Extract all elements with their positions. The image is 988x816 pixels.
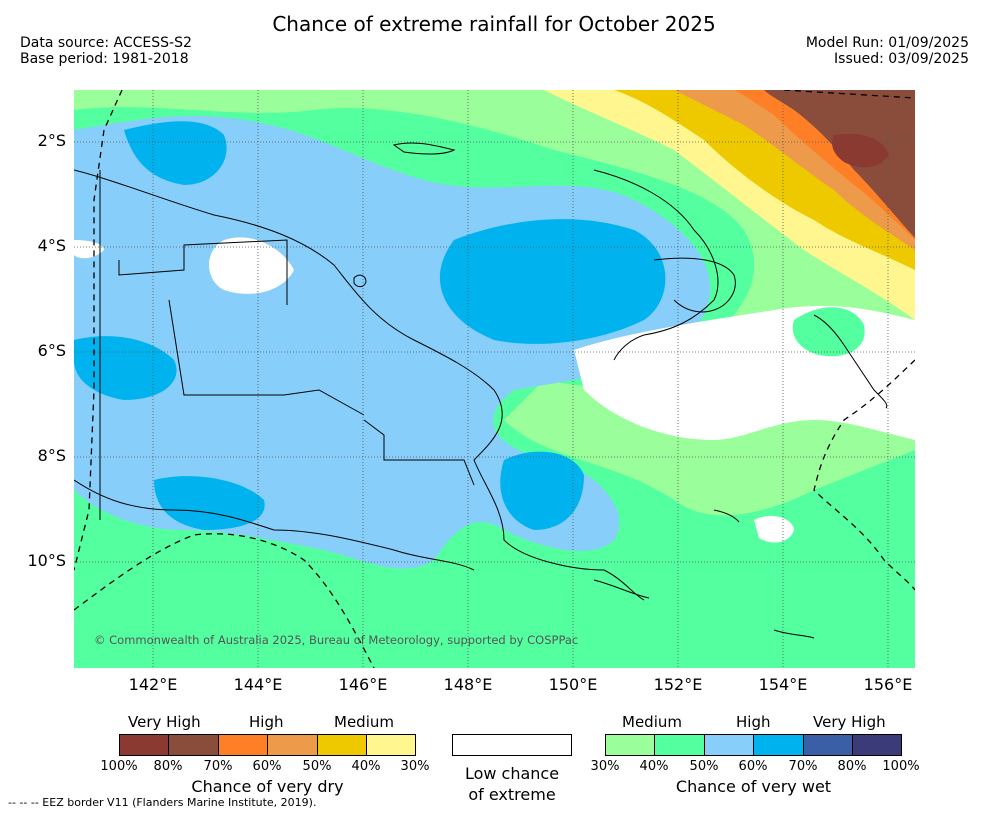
dry-swatch-2	[168, 734, 219, 756]
wet-swatch-5	[803, 734, 853, 756]
meta-right: Model Run: 01/09/2025 Issued: 03/09/2025	[806, 35, 969, 67]
wet-caption: Chance of very wet	[675, 777, 832, 796]
wet-tick-60: 60%	[738, 759, 768, 774]
lon-label-142e: 142°E	[128, 675, 178, 694]
dry-tick-50: 50%	[302, 759, 332, 774]
wet-tick-80: 80%	[837, 759, 867, 774]
map-title: Chance of extreme rainfall for October 2…	[272, 12, 716, 36]
lat-label-6s: 6°S	[37, 341, 66, 360]
region-low-chance-c	[74, 240, 104, 259]
dry-level-high: High	[249, 713, 284, 731]
dry-tick-60: 60%	[252, 759, 282, 774]
wet-tick-100: 100%	[882, 759, 920, 774]
dry-swatch-1	[119, 734, 169, 756]
lon-label-156e: 156°E	[863, 675, 913, 694]
wet-swatch-6	[852, 734, 902, 756]
low-chance-caption-line1: Low chance	[464, 764, 560, 783]
wet-tick-50: 50%	[689, 759, 719, 774]
region-low-chance-d	[754, 515, 794, 543]
wet-level-very-high: Very High	[813, 713, 886, 731]
eez-footnote: -- -- -- EEZ border V11 (Flanders Marine…	[8, 796, 317, 809]
dry-tick-70: 70%	[203, 759, 233, 774]
lat-label-2s: 2°S	[37, 131, 66, 150]
wet-swatch-2	[654, 734, 705, 756]
wet-tick-40: 40%	[639, 759, 669, 774]
lon-label-154e: 154°E	[758, 675, 808, 694]
meta-left: Data source: ACCESS-S2 Base period: 1981…	[20, 35, 192, 67]
region-wet-bougainville	[792, 307, 865, 357]
dry-swatch-3	[218, 734, 268, 756]
eez-borders	[74, 90, 915, 668]
dry-tick-40: 40%	[351, 759, 381, 774]
lon-label-150e: 150°E	[548, 675, 598, 694]
region-60-70-wet-b	[439, 219, 666, 344]
wet-level-high: High	[736, 713, 771, 731]
lon-label-144e: 144°E	[233, 675, 283, 694]
forecast-map	[74, 90, 915, 668]
dry-tick-30: 30%	[400, 759, 430, 774]
coastlines	[74, 142, 888, 639]
wet-swatch-4	[753, 734, 804, 756]
dry-colorbar	[119, 734, 416, 756]
dry-tick-100: 100%	[100, 759, 138, 774]
dry-swatch-5	[317, 734, 367, 756]
lon-label-152e: 152°E	[653, 675, 703, 694]
region-60-70-wet-a	[124, 121, 227, 185]
lon-label-146e: 146°E	[338, 675, 388, 694]
low-chance-caption: Low chance of extreme	[432, 763, 592, 805]
dry-level-very-high: Very High	[128, 713, 201, 731]
lat-label-4s: 4°S	[37, 236, 66, 255]
wet-swatch-3	[704, 734, 754, 756]
wet-level-medium: Medium	[622, 713, 682, 731]
base-period: Base period: 1981-2018	[20, 51, 189, 67]
region-dry-80-100	[764, 90, 915, 238]
wet-tick-30: 30%	[590, 759, 620, 774]
region-60-70-wet-e	[500, 451, 584, 530]
lat-label-10s: 10°S	[27, 551, 66, 570]
low-chance-swatch	[452, 734, 572, 756]
dry-swatch-6	[366, 734, 416, 756]
borders	[99, 170, 475, 520]
lat-label-8s: 8°S	[37, 446, 66, 465]
dry-swatch-4	[267, 734, 318, 756]
region-dry-very-high-core	[832, 133, 889, 168]
dry-level-medium: Medium	[334, 713, 394, 731]
gridlines	[74, 90, 915, 668]
data-source: Data source: ACCESS-S2	[20, 35, 192, 51]
model-run: Model Run: 01/09/2025	[805, 35, 969, 51]
issued-date: Issued: 03/09/2025	[834, 51, 969, 67]
wet-colorbar	[605, 734, 902, 756]
copyright-notice: © Commonwealth of Australia 2025, Bureau…	[94, 633, 579, 647]
wet-tick-70: 70%	[788, 759, 818, 774]
dry-tick-80: 80%	[153, 759, 183, 774]
region-low-chance-b	[209, 237, 294, 294]
low-chance-caption-line2: of extreme	[468, 785, 556, 804]
wet-swatch-1	[605, 734, 655, 756]
lon-label-148e: 148°E	[443, 675, 493, 694]
region-60-70-wet-d	[154, 476, 265, 530]
dry-caption: Chance of very dry	[191, 777, 344, 796]
